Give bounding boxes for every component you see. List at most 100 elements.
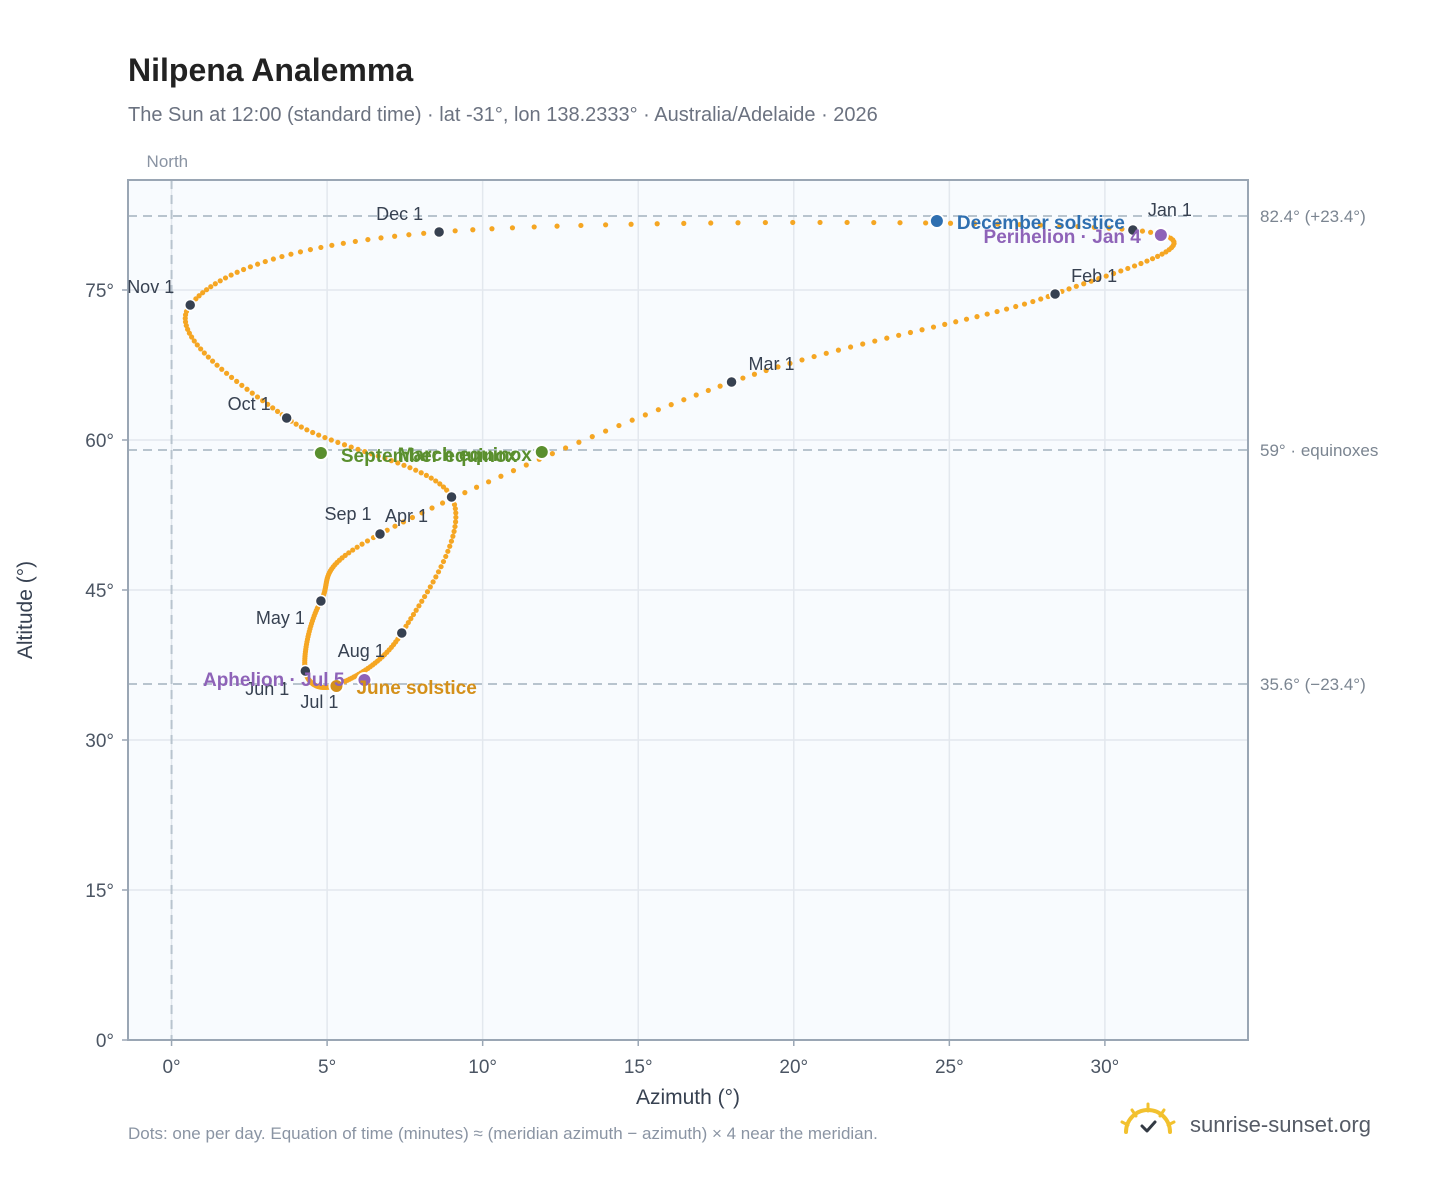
daily-sun-position: [498, 473, 504, 479]
daily-sun-position: [717, 383, 723, 389]
daily-sun-position: [589, 434, 595, 440]
y-axis-label: Altitude (°): [14, 561, 37, 659]
daily-sun-position: [382, 455, 388, 461]
daily-sun-position: [388, 458, 394, 464]
daily-sun-position: [430, 579, 436, 585]
month-label: Feb 1: [1071, 266, 1117, 286]
y-tick-label: 45°: [85, 581, 114, 602]
x-tick-label: 0°: [162, 1057, 180, 1078]
daily-sun-position: [359, 541, 365, 547]
chart-title: Nilpena Analemma: [128, 52, 414, 88]
daily-sun-position: [1057, 223, 1063, 229]
daily-sun-position: [1081, 281, 1087, 287]
daily-sun-position: [406, 232, 412, 238]
daily-sun-position: [410, 611, 417, 618]
daily-sun-position: [447, 543, 453, 549]
y-tick-label: 60°: [85, 431, 114, 452]
daily-sun-position: [448, 538, 455, 544]
daily-sun-position: [872, 338, 878, 344]
daily-sun-position: [811, 353, 817, 360]
daily-sun-position: [419, 510, 425, 516]
daily-sun-position: [1073, 283, 1079, 289]
daily-sun-position: [304, 427, 310, 433]
daily-sun-position: [1013, 303, 1019, 310]
x-tick-label: 15°: [624, 1057, 653, 1078]
daily-sun-position: [262, 258, 268, 265]
daily-sun-position: [443, 553, 449, 560]
daily-sun-position: [316, 432, 322, 438]
x-tick-label: 10°: [468, 1057, 497, 1078]
daily-sun-position: [1103, 273, 1109, 279]
daily-sun-position: [1125, 265, 1131, 272]
daily-sun-position: [438, 564, 444, 570]
daily-sun-position: [193, 296, 199, 302]
daily-sun-position: [194, 342, 200, 348]
daily-sun-position: [270, 256, 276, 262]
plot-frame: [127, 179, 1249, 1041]
daily-sun-position: [329, 242, 335, 248]
month-marker: [1048, 287, 1062, 301]
special-point-label: Aphelion · Jul 5: [203, 670, 345, 691]
daily-sun-position: [603, 428, 609, 434]
daily-sun-position: [270, 405, 276, 411]
daily-sun-position: [995, 221, 1001, 227]
daily-sun-position: [1154, 253, 1161, 259]
daily-sun-position: [823, 350, 829, 356]
daily-sun-position: [328, 437, 334, 443]
special-point-label: June solstice: [356, 678, 476, 699]
month-label: Oct 1: [228, 394, 271, 414]
daily-sun-position: [322, 434, 328, 441]
daily-sun-position: [409, 514, 416, 521]
month-label: Mar 1: [749, 354, 795, 374]
daily-sun-position: [350, 547, 356, 553]
daily-sun-position: [1148, 229, 1154, 235]
daily-sun-position: [510, 468, 517, 474]
daily-sun-position: [907, 329, 914, 336]
daily-sun-position: [1149, 256, 1156, 262]
daily-sun-position: [378, 235, 384, 241]
daily-sun-position: [255, 261, 261, 267]
x-axis-label: Azimuth (°): [636, 1086, 740, 1109]
daily-sun-position: [201, 350, 207, 356]
daily-sun-position: [790, 219, 796, 226]
daily-sun-position: [364, 538, 371, 544]
daily-sun-position: [205, 354, 211, 360]
daily-sun-position: [923, 220, 929, 226]
daily-sun-position: [189, 334, 195, 340]
daily-sun-position: [419, 598, 425, 604]
daily-sun-position: [451, 528, 457, 534]
daily-sun-position: [348, 444, 354, 450]
month-label: Jan 1: [1148, 200, 1192, 220]
daily-sun-position: [445, 548, 451, 554]
daily-sun-position: [223, 370, 230, 376]
daily-sun-position: [228, 272, 234, 278]
daily-sun-position: [531, 224, 537, 230]
daily-sun-position: [298, 424, 304, 430]
daily-sun-position: [234, 269, 240, 275]
daily-sun-position: [835, 347, 842, 353]
daily-sun-position: [439, 500, 446, 506]
month-marker: [725, 375, 738, 389]
x-tick-label: 30°: [1091, 1057, 1120, 1078]
daily-sun-position: [740, 375, 746, 381]
y-tick-label: 75°: [85, 281, 114, 302]
special-point-marker: [312, 445, 329, 461]
daily-sun-position: [340, 240, 346, 246]
daily-sun-position: [509, 225, 516, 231]
daily-sun-position: [293, 421, 299, 427]
daily-sun-position: [762, 219, 768, 226]
daily-sun-position: [247, 264, 253, 270]
daily-sun-position: [354, 544, 360, 550]
daily-sun-position: [616, 422, 622, 429]
daily-sun-position: [1144, 258, 1150, 264]
daily-sun-position: [453, 510, 459, 516]
daily-sun-position: [629, 417, 635, 423]
daily-sun-position: [408, 616, 414, 622]
daily-sun-position: [681, 220, 687, 226]
brand-logo[interactable]: sunrise-sunset.org: [1120, 1102, 1390, 1146]
daily-sun-position: [355, 446, 361, 452]
daily-sun-position: [563, 445, 569, 451]
daily-sun-position: [1038, 296, 1044, 302]
daily-sun-position: [1096, 276, 1102, 282]
daily-sun-position: [375, 453, 381, 459]
